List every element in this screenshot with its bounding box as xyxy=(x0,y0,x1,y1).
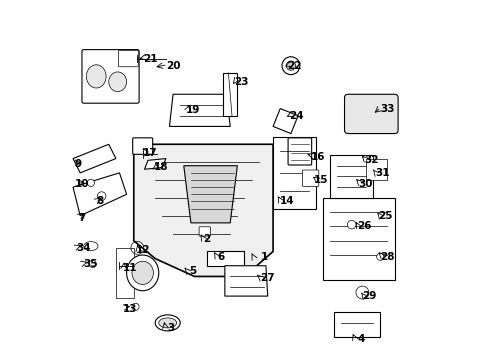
Ellipse shape xyxy=(126,255,159,291)
Circle shape xyxy=(97,192,106,201)
Polygon shape xyxy=(206,251,244,266)
Text: 4: 4 xyxy=(356,334,364,344)
Text: 3: 3 xyxy=(167,323,175,333)
Text: 13: 13 xyxy=(123,303,137,314)
Text: 26: 26 xyxy=(356,221,371,231)
Text: 20: 20 xyxy=(165,61,180,71)
Text: 23: 23 xyxy=(233,77,248,87)
Ellipse shape xyxy=(155,315,180,331)
Text: 9: 9 xyxy=(75,159,82,169)
Text: 21: 21 xyxy=(142,54,157,64)
Polygon shape xyxy=(134,144,272,276)
FancyBboxPatch shape xyxy=(118,50,138,67)
Text: 30: 30 xyxy=(358,179,372,189)
FancyBboxPatch shape xyxy=(287,138,311,165)
Text: 11: 11 xyxy=(123,262,137,273)
Text: 29: 29 xyxy=(362,291,376,301)
Ellipse shape xyxy=(159,318,176,328)
Polygon shape xyxy=(272,137,315,208)
Polygon shape xyxy=(116,248,134,298)
Text: 8: 8 xyxy=(96,197,103,206)
Circle shape xyxy=(282,57,299,75)
Text: 35: 35 xyxy=(83,259,98,269)
Text: 31: 31 xyxy=(374,168,388,178)
Text: 7: 7 xyxy=(78,212,85,222)
Text: 32: 32 xyxy=(364,156,378,165)
Polygon shape xyxy=(223,73,237,116)
Text: 6: 6 xyxy=(217,252,224,262)
Polygon shape xyxy=(73,173,126,216)
Ellipse shape xyxy=(83,242,98,251)
Polygon shape xyxy=(272,109,298,134)
Text: 22: 22 xyxy=(287,61,301,71)
Text: 17: 17 xyxy=(142,148,157,158)
Text: 19: 19 xyxy=(185,105,200,115)
FancyBboxPatch shape xyxy=(82,50,139,103)
Text: 33: 33 xyxy=(380,104,394,113)
Text: 28: 28 xyxy=(380,252,394,262)
Text: 5: 5 xyxy=(189,266,196,276)
Polygon shape xyxy=(183,166,237,223)
Text: 14: 14 xyxy=(280,197,294,206)
FancyBboxPatch shape xyxy=(132,138,152,154)
Circle shape xyxy=(376,253,383,260)
Polygon shape xyxy=(323,198,394,280)
Ellipse shape xyxy=(132,261,153,284)
Text: 24: 24 xyxy=(288,111,303,121)
Text: 27: 27 xyxy=(260,273,275,283)
Polygon shape xyxy=(333,312,380,337)
Ellipse shape xyxy=(108,72,126,91)
Polygon shape xyxy=(329,155,372,198)
Text: 25: 25 xyxy=(378,211,392,221)
Polygon shape xyxy=(73,144,116,173)
Text: 18: 18 xyxy=(153,162,167,172)
FancyBboxPatch shape xyxy=(302,170,318,186)
Polygon shape xyxy=(144,158,165,169)
Polygon shape xyxy=(224,266,267,296)
Polygon shape xyxy=(365,158,386,180)
Text: 1: 1 xyxy=(260,252,267,262)
Text: 2: 2 xyxy=(203,234,210,244)
Text: 34: 34 xyxy=(77,243,91,253)
Text: 16: 16 xyxy=(310,152,325,162)
Polygon shape xyxy=(169,94,230,126)
Text: 10: 10 xyxy=(75,179,89,189)
Circle shape xyxy=(89,260,96,267)
Circle shape xyxy=(87,179,94,186)
Circle shape xyxy=(132,303,139,310)
Ellipse shape xyxy=(86,65,106,88)
Circle shape xyxy=(346,220,355,229)
FancyBboxPatch shape xyxy=(199,227,210,236)
Circle shape xyxy=(285,61,295,70)
Circle shape xyxy=(355,286,368,299)
Text: 12: 12 xyxy=(135,245,150,255)
FancyBboxPatch shape xyxy=(344,94,397,134)
Text: 15: 15 xyxy=(313,175,328,185)
